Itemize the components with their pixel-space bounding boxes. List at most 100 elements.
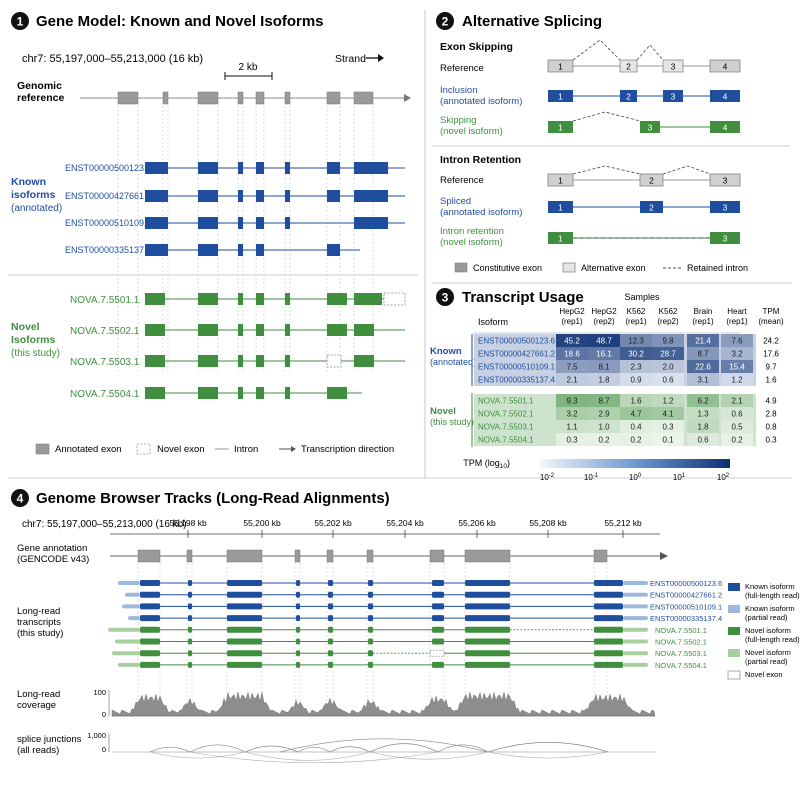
heat-cell — [620, 360, 652, 373]
known-exon — [285, 190, 290, 202]
heat-value: 6.2 — [697, 397, 709, 406]
read-exon — [296, 603, 300, 610]
heat-value: 0.1 — [662, 436, 674, 445]
read-exon — [296, 626, 300, 633]
panel-number: 1 — [17, 15, 24, 29]
heat-cell — [652, 347, 684, 360]
known-exon — [198, 190, 218, 202]
heat-cell — [721, 360, 753, 373]
heat-value: 3.1 — [697, 376, 709, 385]
known-exon — [327, 244, 340, 256]
known-group-line2: isoforms — [11, 189, 56, 201]
heat-value: 0.5 — [731, 423, 743, 432]
panel-number-badge — [436, 12, 454, 30]
heat-cell — [556, 433, 588, 446]
partial-read — [623, 616, 648, 621]
read-exon — [140, 650, 160, 657]
column-header: TPM — [763, 307, 780, 316]
read-exon — [328, 603, 333, 610]
long-read-tracks: ENST00000500123.6 ENST00000427661.2 ENST00… — [108, 579, 722, 670]
exon-skipping-diagram: 1 2 3 4 1 2 3 4 1 3 4 — [547, 39, 741, 133]
isoform-name: NOVA.7.5504.1 — [70, 389, 140, 400]
panel-number-badge — [11, 489, 29, 507]
novel-isoform-exon — [327, 324, 347, 336]
exon-number: 1 — [558, 203, 563, 213]
annotation-exon — [429, 549, 445, 563]
legend-annotated-exon: Annotated exon — [55, 444, 122, 455]
novel-isoform-exon — [145, 324, 165, 336]
junction-arc — [149, 751, 246, 759]
novel-isoform-exon — [285, 324, 290, 336]
legend-alternative: Alternative exon — [581, 263, 646, 273]
known-exon — [354, 217, 388, 229]
exon-number: 3 — [723, 234, 728, 244]
partial-read — [112, 651, 140, 656]
skip-reference-label: Reference — [440, 63, 484, 74]
annotation-exon — [366, 549, 374, 563]
sample-headers: HepG2(rep1)HepG2(rep2)K562(rep1)K562(rep… — [559, 307, 784, 326]
skipping-exon — [710, 121, 740, 133]
read-exon — [188, 661, 192, 668]
partial-read — [115, 639, 140, 644]
novel-isoform-exon — [256, 293, 264, 305]
known-exon — [354, 162, 388, 174]
reference-exon — [639, 173, 664, 187]
colorbar-gradient — [540, 459, 730, 468]
heat-cell — [687, 433, 719, 446]
known-usage-rows: ENST00000500123.6 45.2 48.7 12.3 9.8 21.4 7.6 2… — [474, 334, 779, 386]
ruler-label: 55,212 kb — [604, 518, 642, 528]
exon-number: 1 — [558, 176, 563, 186]
novel-usage-rows: NOVA.7.5501.1 9.3 8.7 1.6 1.2 6.2 2.1 4.9 NOVA.7… — [474, 394, 777, 446]
heat-cell — [620, 433, 652, 446]
isoform-name: ENST00000510109.1 — [65, 218, 152, 228]
heat-cell — [652, 420, 684, 433]
panel-title: Gene Model: Known and Novel Isoforms — [36, 13, 324, 30]
heat-value: 2.3 — [630, 363, 642, 372]
isoform-name: NOVA.7.5501.1 — [478, 397, 534, 406]
novel-row-group-sub: (this study) — [430, 417, 474, 427]
read-exon — [227, 638, 262, 645]
scale-label: 2 kb — [239, 62, 258, 73]
partial-read — [128, 616, 140, 621]
coverage-area — [111, 691, 656, 717]
isoform-name: ENST00000500123.6 — [478, 337, 556, 346]
known-exon — [198, 217, 218, 229]
known-row-group-sub: (annotated) — [430, 357, 476, 367]
isoform-name: NOVA.7.5502.1 — [478, 410, 534, 419]
column-header: K562 — [627, 307, 646, 316]
column-header-sub: (rep1) — [625, 317, 647, 326]
heat-value: 0.2 — [598, 436, 610, 445]
inclusion-exon — [710, 90, 740, 102]
read-exon — [296, 615, 300, 622]
samples-label: Samples — [624, 292, 660, 302]
heat-cell — [721, 420, 753, 433]
known-exon — [238, 244, 243, 256]
read-exon — [465, 580, 510, 586]
junction-tick-min: 0 — [102, 745, 106, 754]
exon-number: 3 — [723, 203, 728, 213]
read-exon — [368, 615, 373, 622]
known-group-line1: Known — [11, 176, 46, 188]
heat-value: 21.4 — [695, 337, 711, 346]
track-name: NOVA.7.5502.1 — [655, 638, 707, 647]
annotation-exon — [186, 549, 193, 563]
heat-value: 4.1 — [662, 410, 674, 419]
retention-exon — [548, 232, 573, 244]
reference-exon — [547, 59, 574, 73]
isoform-name: ENST00000335137.4 — [478, 376, 556, 385]
genome-ruler: 55,198 kb 55,200 kb 55,202 kb 55,204 kb 55,2… — [110, 518, 660, 538]
heat-value: 0.3 — [662, 423, 674, 432]
splice-arc — [572, 39, 621, 61]
junction-arc — [279, 738, 489, 753]
novel-isoform-exon — [145, 387, 165, 399]
legend-constitutive: Constitutive exon — [473, 263, 542, 273]
ruler-label: 55,208 kb — [529, 518, 567, 528]
reference-exon — [619, 59, 638, 73]
read-exon — [328, 650, 333, 657]
known-exon — [238, 217, 243, 229]
exon-number: 2 — [626, 62, 631, 72]
junction-arc — [487, 742, 609, 753]
heat-value: 22.6 — [695, 363, 711, 372]
track-name: NOVA.7.5501.1 — [655, 626, 707, 635]
heat-value: 28.7 — [660, 350, 676, 359]
